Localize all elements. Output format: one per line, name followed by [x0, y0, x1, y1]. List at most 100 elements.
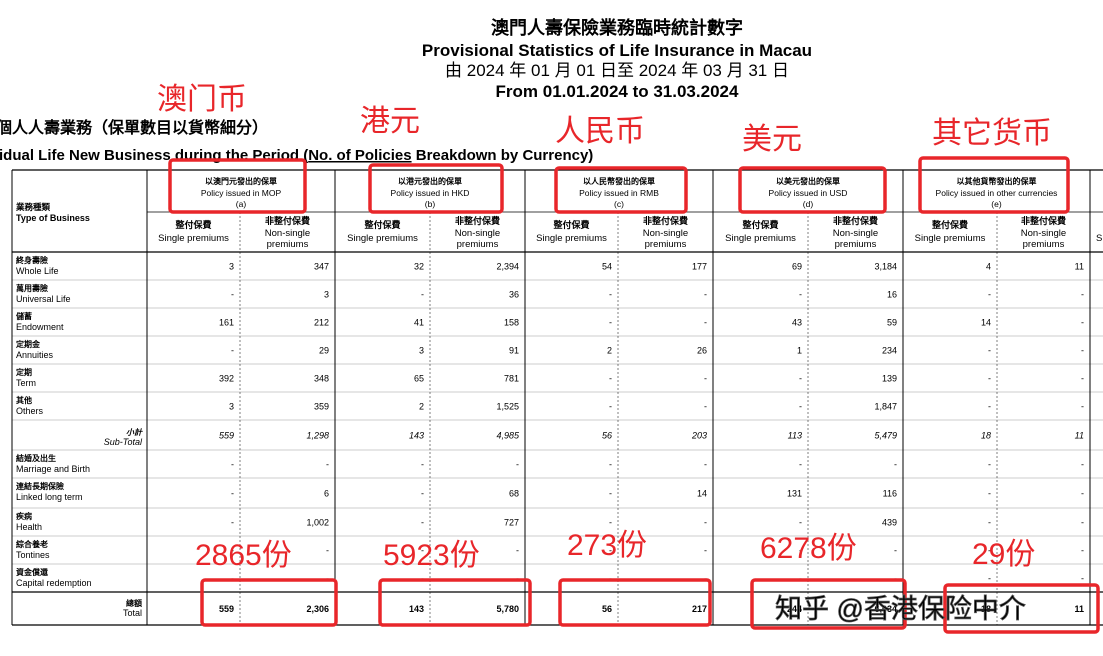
cell-value: 41	[414, 318, 424, 328]
cell-value: -	[988, 374, 991, 384]
cell-value: -	[799, 460, 802, 470]
cell-value: -	[988, 290, 991, 300]
row-label-zh: 定期金	[15, 339, 41, 349]
currency-en: Policy issued in MOP	[201, 188, 282, 198]
cell-value: 348	[314, 374, 329, 384]
cell-value: -	[516, 546, 519, 556]
single-en: Single premiums	[158, 233, 229, 244]
cell-value: 3	[229, 402, 234, 412]
cell-value: -	[704, 318, 707, 328]
highlight-box	[738, 166, 887, 214]
cell-value: -	[988, 574, 991, 584]
cell-value: -	[609, 290, 612, 300]
cell-value: -	[799, 290, 802, 300]
cell-value: -	[799, 374, 802, 384]
highlight-box	[558, 578, 712, 627]
cell-value: 32	[414, 262, 424, 272]
nonsingle-zh: 非整付保費	[265, 215, 310, 226]
cell-value: 14	[697, 489, 707, 499]
cell-value: 158	[504, 318, 519, 328]
single-en: Single premiums	[347, 233, 418, 244]
cell-value: -	[704, 546, 707, 556]
cell-value: -	[1081, 290, 1084, 300]
cell-value: -	[421, 518, 424, 528]
cell-value: 1	[797, 346, 802, 356]
cell-value: 18	[981, 604, 991, 614]
single-zh: 整付保費	[931, 219, 968, 230]
cell-value: -	[988, 402, 991, 412]
row-label-en: Total	[123, 608, 142, 618]
row-label-en: Endowment	[16, 322, 64, 332]
cell-value: 177	[692, 262, 707, 272]
row-label-en: Universal Life	[16, 294, 71, 304]
cell-value: -	[609, 518, 612, 528]
cell-value: 116	[883, 489, 897, 499]
cell-value: -	[516, 460, 519, 470]
single-zh: 整付保費	[174, 219, 211, 230]
cell-value: 54	[602, 262, 612, 272]
cell-value: -	[231, 290, 234, 300]
highlight-box	[943, 583, 1100, 634]
section-en-post: Breakdown by Currency)	[412, 147, 594, 164]
row-label-en: Tontines	[16, 550, 50, 560]
cell-value: 781	[504, 374, 519, 384]
cell-value: 1,002	[306, 518, 329, 528]
cell-value: -	[421, 489, 424, 499]
cell-value: -	[1081, 318, 1084, 328]
cell-value: -	[799, 546, 802, 556]
cell-value: 29	[319, 346, 329, 356]
single-en: Single premiums	[915, 233, 986, 244]
nonsingle-en: Non-single	[1021, 228, 1066, 239]
cell-value: 68	[509, 489, 519, 499]
cell-value: 244	[787, 604, 802, 614]
cell-value: 234	[882, 346, 897, 356]
currency-letter: (e)	[991, 199, 1002, 209]
cell-value: 139	[882, 374, 897, 384]
cell-value: 131	[787, 489, 802, 499]
currency-letter: (a)	[236, 199, 247, 209]
currency-annotation: 其它货币	[932, 117, 1052, 150]
watermark: 知乎 @香港保险中介	[775, 594, 1026, 624]
nonsingle-en: Non-single	[455, 228, 500, 239]
cell-value: -	[894, 546, 897, 556]
cell-value: 161	[219, 318, 234, 328]
section-en: idual Life New Business during the Perio…	[0, 147, 593, 164]
nonsingle-en: premiums	[1023, 239, 1065, 250]
section-zh: 個人人壽業務（保單數目以貨幣細分）	[0, 118, 268, 137]
cell-value: -	[326, 460, 329, 470]
cell-value: -	[326, 546, 329, 556]
nonsingle-en: premiums	[835, 239, 877, 250]
nonsingle-en: Non-single	[265, 228, 310, 239]
cell-value: 65	[414, 374, 424, 384]
cell-value: 11	[1075, 431, 1084, 441]
single-en: Single premiums	[725, 233, 796, 244]
cell-value: -	[799, 402, 802, 412]
total-annotation: 29份	[972, 538, 1035, 571]
cell-value: 5,780	[496, 604, 519, 614]
currency-en: Policy issued in USD	[769, 188, 848, 198]
cell-value: -	[988, 346, 991, 356]
row-label-zh: 綜合養老	[16, 539, 48, 549]
highlight-box	[200, 578, 338, 627]
cell-value: 11	[1074, 604, 1084, 614]
cell-value: -	[799, 518, 802, 528]
cell-value: 6,034	[874, 604, 897, 614]
cell-value: -	[421, 290, 424, 300]
cell-value: 91	[509, 346, 519, 356]
cell-value: -	[704, 374, 707, 384]
highlight-box	[168, 158, 307, 214]
cell-value: 2	[419, 402, 424, 412]
total-annotation: 2865份	[195, 539, 292, 572]
highlight-box	[554, 166, 688, 214]
cell-value: -	[704, 460, 707, 470]
cell-value: -	[894, 460, 897, 470]
currency-letter: (b)	[425, 199, 436, 209]
currency-annotation: 美元	[742, 123, 802, 156]
nonsingle-zh: 非整付保費	[455, 215, 500, 226]
cell-value: -	[231, 546, 234, 556]
nonsingle-zh: 非整付保費	[643, 215, 688, 226]
currency-zh: 以人民幣發出的保單	[583, 176, 655, 186]
row-label-en: Linked long term	[16, 492, 83, 502]
currency-en: Policy issued in RMB	[579, 188, 659, 198]
